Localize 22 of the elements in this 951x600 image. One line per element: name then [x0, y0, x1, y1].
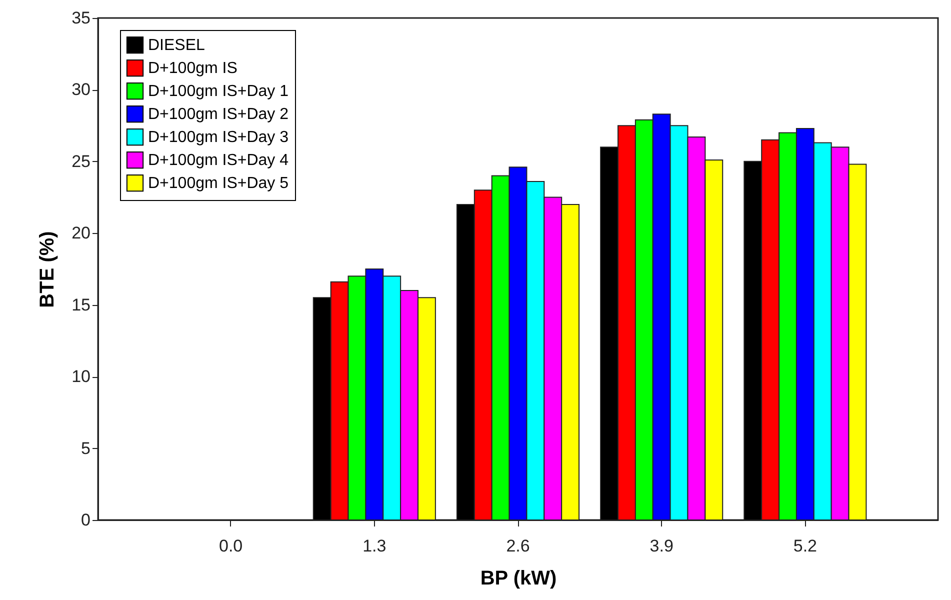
y-axis-title: BTE (%) — [36, 231, 59, 308]
y-tick-label: 5 — [81, 438, 90, 458]
y-tick-label: 10 — [72, 367, 90, 386]
y-tick-label: 25 — [72, 152, 90, 171]
y-tick-label: 20 — [72, 224, 90, 243]
legend-label: D+100gm IS+Day 5 — [148, 175, 289, 192]
y-tick-label: 30 — [72, 80, 90, 100]
y-tick-label: 15 — [72, 295, 90, 314]
y-tick-label: 35 — [72, 8, 90, 28]
legend-label: DIESEL — [148, 37, 206, 54]
legend-label: D+100gm IS+Day 1 — [148, 83, 289, 100]
y-tick-label: 0 — [81, 510, 90, 530]
x-tick-label: 0.0 — [219, 536, 243, 556]
legend-label: D+100gm IS+Day 4 — [148, 152, 289, 169]
legend-label: D+100gm IS — [148, 60, 238, 77]
x-tick-label: 3.9 — [650, 536, 674, 556]
legend-label: D+100gm IS+Day 3 — [148, 129, 289, 146]
x-axis-title: BP (kW) — [480, 568, 557, 590]
x-tick-label: 5.2 — [793, 536, 817, 556]
x-tick-label: 1.3 — [362, 536, 386, 556]
x-tick-label: 2.6 — [506, 536, 530, 556]
legend-label: D+100gm IS+Day 2 — [148, 106, 289, 123]
